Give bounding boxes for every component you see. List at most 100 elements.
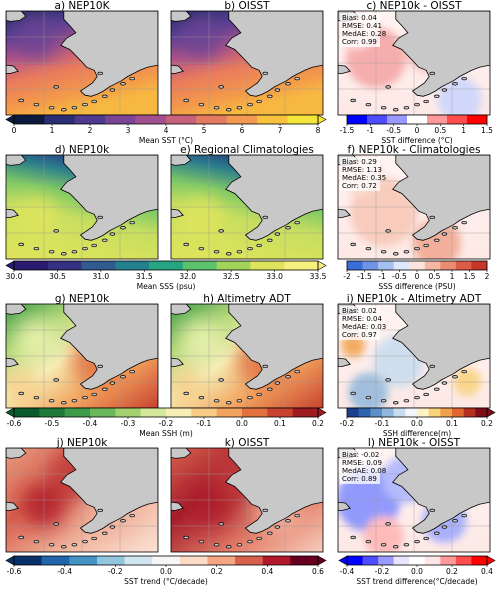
colorbar: 0 1 2 3 4 5 6 7 8 Mean SST (°C) — [5, 114, 327, 145]
colorbar-extend-max — [486, 407, 496, 418]
colorbar-tick-label: -0.4 — [83, 419, 98, 428]
stat-label: Bias: 0.29 — [342, 158, 377, 166]
colorbar-segment — [417, 408, 429, 417]
colorbar-extend-min — [5, 114, 15, 125]
colorbar-segment — [407, 115, 428, 124]
stat-label: Corr: 0.99 — [342, 38, 377, 46]
land-mask — [225, 304, 323, 390]
colorbar-segment — [14, 115, 45, 124]
panel-title: l) NEP10k - OISST — [368, 437, 461, 449]
panel-title: c) NEP10k - OISST — [366, 0, 462, 12]
colorbar-extend-min — [5, 260, 15, 271]
colorbar-tick-label: 3 — [126, 126, 131, 135]
colorbar-segment — [440, 556, 457, 565]
colorbar-tick-label: -0.1 — [375, 419, 390, 428]
colorbar-extend-max — [317, 260, 327, 271]
map-panel-g: g) NEP10k — [5, 293, 159, 409]
stat-label: Corr: 0.72 — [342, 182, 377, 190]
colorbar-segment — [14, 408, 40, 417]
colorbar-segment — [96, 556, 125, 565]
panel-title: d) NEP10k — [55, 144, 110, 156]
colorbar-segment — [447, 115, 468, 124]
colorbar-tick-label: -1.5 — [357, 272, 372, 281]
colorbar-segment — [124, 556, 153, 565]
colorbar-segment — [455, 556, 472, 565]
colorbar-tick-label: 32.5 — [223, 272, 240, 281]
colorbar-tick-label: 0.0 — [160, 567, 172, 576]
colorbar-tick-label: 7 — [278, 126, 283, 135]
land-mask — [60, 11, 158, 97]
colorbar-segment — [166, 115, 197, 124]
land-mask — [225, 448, 323, 534]
colorbar-label: SST trend difference(°C/decade) — [356, 577, 477, 586]
map-panel-e: e) Regional Climatologies — [170, 144, 324, 260]
colorbar-segment — [140, 408, 167, 417]
colorbar-tick-label: 1.5 — [481, 126, 493, 135]
panel-title: f) NEP10k - Climatologies — [347, 144, 480, 156]
stat-label: RMSE: 0.09 — [342, 459, 382, 467]
colorbar-segment — [362, 556, 379, 565]
colorbar-segment — [358, 408, 371, 417]
colorbar-segment — [149, 261, 184, 270]
colorbar-segment — [41, 556, 70, 565]
panel-title: k) OISST — [225, 437, 270, 449]
stat-label: Bias: 0.02 — [342, 307, 377, 315]
colorbar-label: SSS difference (PSU) — [378, 282, 455, 291]
colorbar-label: SST difference (°C) — [381, 136, 452, 145]
colorbar-tick-label: -0.2 — [159, 419, 174, 428]
stat-label: MedAE: 0.08 — [342, 467, 386, 475]
colorbar-tick-label: 6 — [240, 126, 245, 135]
colorbar-tick-label: 8 — [316, 126, 321, 135]
colorbar-segment — [405, 408, 418, 417]
colorbar-segment — [235, 556, 264, 565]
colorbar-segment — [47, 261, 82, 270]
colorbar-tick-label: 0.5 — [434, 126, 446, 135]
map-panel-b: b) OISST — [170, 0, 324, 116]
colorbar-tick-label: 1 — [50, 126, 55, 135]
colorbar-segment — [242, 408, 268, 417]
colorbar-segment — [115, 408, 141, 417]
colorbar-tick-label: 0.6 — [312, 567, 324, 576]
colorbar-segment — [207, 556, 236, 565]
colorbar-segment — [428, 408, 441, 417]
colorbar-segment — [387, 115, 408, 124]
stat-label: MedAE: 0.28 — [342, 30, 386, 38]
colorbar-tick-label: 32.0 — [179, 272, 196, 281]
colorbar-segment — [378, 261, 394, 270]
colorbar-segment — [284, 261, 319, 270]
stat-label: Corr: 0.97 — [342, 331, 377, 339]
colorbar-tick-label: -0.1 — [197, 419, 212, 428]
colorbar-segment — [409, 556, 426, 565]
colorbar-tick-label: 0.1 — [274, 419, 286, 428]
colorbar-tick-label: -0.5 — [45, 419, 60, 428]
colorbar-segment — [382, 408, 394, 417]
land-mask — [60, 155, 158, 241]
panel-title: b) OISST — [224, 0, 270, 12]
colorbar-tick-label: 0 — [415, 272, 420, 281]
colorbar-tick-label: -1.5 — [340, 126, 355, 135]
colorbar-segment — [367, 115, 388, 124]
land-mask — [392, 448, 490, 534]
colorbar-segment — [196, 115, 228, 124]
colorbar-tick-label: 4 — [164, 126, 169, 135]
colorbar-segment — [257, 115, 288, 124]
colorbar-tick-label: 0 — [415, 126, 420, 135]
colorbar-segment — [105, 115, 136, 124]
colorbar-tick-label: 0.4 — [481, 567, 493, 576]
map-panel-f: f) NEP10k - Climatologies Bias: 0.29RMSE:… — [337, 144, 491, 260]
colorbar-extend-max — [317, 555, 327, 566]
panel-title: g) NEP10k — [55, 293, 110, 305]
colorbar-segment — [166, 408, 192, 417]
colorbar-tick-label: 0.2 — [211, 567, 223, 576]
map-panel-k: k) OISST — [170, 437, 324, 553]
map-panel-d: d) NEP10k — [5, 144, 159, 260]
colorbar-segment — [69, 556, 98, 565]
colorbar-segment — [463, 408, 476, 417]
colorbar-tick-label: -1 — [378, 272, 386, 281]
colorbar-segment — [440, 261, 457, 270]
colorbar-segment — [424, 261, 441, 270]
land-mask — [225, 155, 323, 241]
stat-label: MedAE: 0.03 — [342, 323, 386, 331]
colorbar-extend-max — [317, 407, 327, 418]
